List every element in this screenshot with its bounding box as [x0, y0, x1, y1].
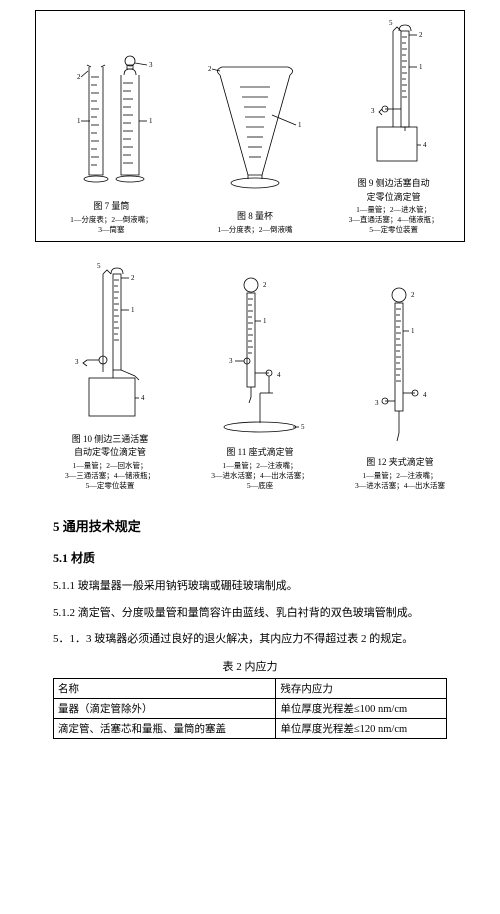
fig11-line1: 1—量管；2—注液嘴； — [223, 461, 298, 471]
svg-text:2: 2 — [77, 73, 81, 81]
table2-title: 表 2 内应力 — [53, 658, 447, 674]
svg-text:3: 3 — [375, 399, 379, 407]
fig9-line1: 1—量管；2—进水管； — [356, 205, 431, 215]
fig11-line2: 3—进水活塞；4—出水活塞； — [211, 471, 309, 481]
svg-text:2: 2 — [263, 281, 267, 289]
svg-text:1: 1 — [263, 317, 267, 325]
table-cell: 单位厚度光程差≤120 nm/cm — [276, 718, 447, 738]
para-5-1-1: 5.1.1 玻璃量器一般采用钠钙玻璃或硼硅玻璃制成。 — [53, 578, 447, 595]
table-header-cell: 名称 — [54, 678, 276, 698]
svg-text:2: 2 — [208, 65, 212, 73]
fig9-line2: 3—直通活塞；4—储液瓶； — [349, 215, 439, 225]
fig10-line3: 5—定零位装置 — [86, 481, 135, 491]
fig12-line2: 3—进水活塞；4—出水活塞 — [355, 481, 445, 491]
svg-text:4: 4 — [423, 141, 427, 149]
figure-row-2: 5 2 1 3 4 图 10 侧边三通活塞 自动定零位滴定管 1—量管；2—回水… — [35, 260, 465, 491]
fig12-svg: 2 1 3 4 — [355, 283, 445, 453]
fig9-title2: 定零位滴定管 — [367, 192, 421, 204]
table-cell: 单位厚度光程差≤100 nm/cm — [276, 698, 447, 718]
fig8-line1: 1—分度表；2—倒液嘴 — [217, 225, 292, 235]
table-cell: 量器（滴定管除外） — [54, 698, 276, 718]
fig8-svg: 2 1 — [200, 57, 310, 207]
svg-text:2: 2 — [419, 31, 423, 39]
svg-text:4: 4 — [141, 394, 145, 402]
fig10-line1: 1—量管；2—回水管； — [73, 461, 148, 471]
fig12-cell: 2 1 3 4 图 12 夹式滴定管 1—量管；2—注液嘴； 3—进水活塞；4—… — [355, 283, 445, 490]
svg-text:1: 1 — [419, 63, 423, 71]
fig9-cell: 5 2 1 3 4 图 9 侧边活塞自动 定零位滴定管 1—量管；2—进水管； … — [349, 19, 439, 235]
svg-text:4: 4 — [277, 371, 281, 379]
fig12-line1: 1—量管；2—注液嘴； — [363, 471, 438, 481]
svg-text:2: 2 — [411, 291, 415, 299]
table-row: 量器（滴定管除外） 单位厚度光程差≤100 nm/cm — [54, 698, 447, 718]
fig7-cell: 2 1 3 1 图 7 量筒 1—分度表；2—倒液嘴； 3—筒塞 — [61, 47, 161, 234]
figure-box-1: 2 1 3 1 图 7 量筒 1—分度表；2—倒液嘴； 3—筒塞 — [35, 10, 465, 242]
fig12-title: 图 12 夹式滴定管 — [366, 457, 434, 469]
table-header-cell: 残存内应力 — [276, 678, 447, 698]
svg-text:1: 1 — [131, 306, 135, 314]
fig7-svg: 2 1 3 1 — [61, 47, 161, 197]
table-row: 名称 残存内应力 — [54, 678, 447, 698]
fig10-svg: 5 2 1 3 4 — [55, 260, 165, 430]
fig10-title2: 自动定零位滴定管 — [74, 447, 146, 459]
page: 2 1 3 1 图 7 量筒 1—分度表；2—倒液嘴； 3—筒塞 — [35, 0, 465, 914]
fig10-title: 图 10 侧边三通活塞 — [72, 434, 149, 446]
svg-text:5: 5 — [389, 19, 393, 27]
fig11-title: 图 11 座式滴定管 — [226, 447, 293, 459]
fig9-line3: 5—定零位装置 — [369, 225, 418, 235]
fig10-line2: 3—三通活塞；4—储液瓶； — [65, 471, 155, 481]
svg-text:3: 3 — [149, 61, 153, 69]
fig10-cell: 5 2 1 3 4 图 10 侧边三通活塞 自动定零位滴定管 1—量管；2—回水… — [55, 260, 165, 491]
fig9-title: 图 9 侧边活塞自动 — [358, 178, 430, 190]
fig11-line3: 5—底座 — [247, 481, 273, 491]
heading-5: 5 通用技术规定 — [53, 516, 447, 535]
fig7-line1: 1—分度表；2—倒液嘴； — [70, 215, 153, 225]
heading-5-1: 5.1 材质 — [53, 549, 447, 566]
table-2: 名称 残存内应力 量器（滴定管除外） 单位厚度光程差≤100 nm/cm 滴定管… — [53, 678, 447, 739]
para-5-1-2: 5.1.2 滴定管、分度吸量管和量筒容许由蓝线、乳白衬背的双色玻璃管制成。 — [53, 605, 447, 622]
svg-text:5: 5 — [301, 423, 305, 431]
fig8-title: 图 8 量杯 — [237, 211, 273, 223]
para-5-1-3: 5．1．3 玻璃器必须通过良好的退火解决，其内应力不得超过表 2 的规定。 — [53, 631, 447, 648]
svg-text:4: 4 — [423, 391, 427, 399]
svg-text:1: 1 — [411, 327, 415, 335]
fig8-cell: 2 1 图 8 量杯 1—分度表；2—倒液嘴 — [200, 57, 310, 234]
svg-text:3: 3 — [229, 357, 233, 365]
fig11-cell: 2 1 3 4 5 图 11 座式滴定管 1—量管；2—注液嘴； 3—进水活塞；… — [205, 273, 315, 490]
fig7-title: 图 7 量筒 — [93, 201, 129, 213]
fig11-svg: 2 1 3 4 5 — [205, 273, 315, 443]
table-cell: 滴定管、活塞芯和量瓶、量筒的塞盖 — [54, 718, 276, 738]
table-row: 滴定管、活塞芯和量瓶、量筒的塞盖 单位厚度光程差≤120 nm/cm — [54, 718, 447, 738]
fig7-line2: 3—筒塞 — [98, 225, 124, 235]
svg-text:3: 3 — [75, 358, 79, 366]
svg-text:5: 5 — [97, 262, 101, 270]
svg-text:1: 1 — [298, 121, 302, 129]
figure-row-1: 2 1 3 1 图 7 量筒 1—分度表；2—倒液嘴； 3—筒塞 — [42, 19, 458, 235]
svg-text:2: 2 — [131, 274, 135, 282]
section-5: 5 通用技术规定 5.1 材质 5.1.1 玻璃量器一般采用钠钙玻璃或硼硅玻璃制… — [35, 516, 465, 739]
svg-text:1: 1 — [77, 117, 81, 125]
svg-text:3: 3 — [371, 107, 375, 115]
fig9-svg: 5 2 1 3 4 — [349, 19, 439, 174]
svg-text:1: 1 — [149, 117, 153, 125]
